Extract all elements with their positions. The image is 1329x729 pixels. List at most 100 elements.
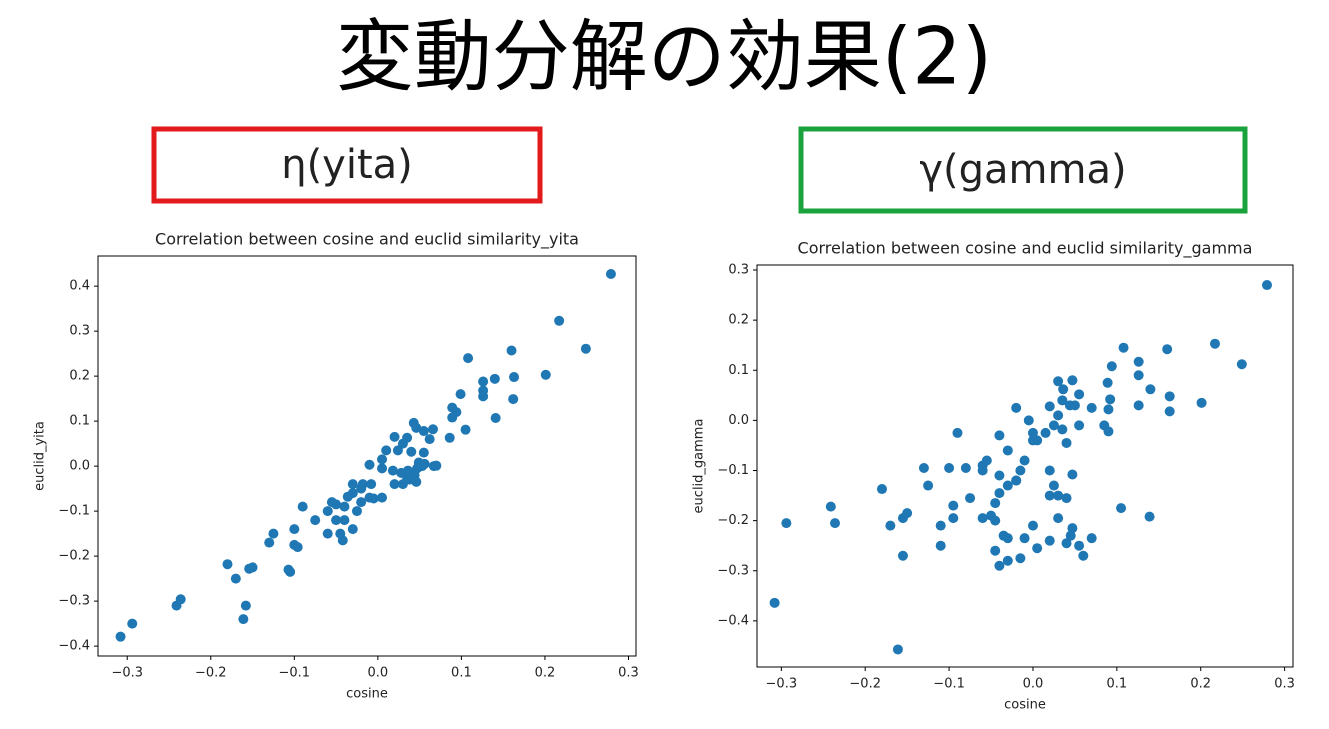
point xyxy=(1044,401,1055,412)
point xyxy=(238,614,249,625)
point xyxy=(994,430,1005,441)
point xyxy=(506,345,517,356)
point xyxy=(1002,555,1013,566)
chart-title: Correlation between cosine and euclid si… xyxy=(798,239,1253,259)
point xyxy=(1102,377,1113,388)
point xyxy=(1061,437,1072,448)
point xyxy=(554,315,565,326)
point xyxy=(994,560,1005,571)
point xyxy=(1236,359,1247,370)
point xyxy=(509,372,520,383)
point xyxy=(540,369,551,380)
plot-frame xyxy=(97,255,637,657)
point xyxy=(489,373,500,384)
point xyxy=(1048,420,1059,431)
point xyxy=(1067,523,1078,534)
point xyxy=(1053,410,1064,421)
x-tick-label: −0.3 xyxy=(766,677,798,692)
y-tick-label: 0.2 xyxy=(69,369,90,384)
point xyxy=(897,550,908,561)
point xyxy=(897,513,908,524)
point xyxy=(885,520,896,531)
point xyxy=(1061,538,1072,549)
point xyxy=(952,427,963,438)
point xyxy=(977,513,988,524)
point xyxy=(1144,511,1155,522)
x-tick-label: −0.1 xyxy=(279,666,311,681)
point xyxy=(171,600,182,611)
x-tick-label: −0.1 xyxy=(933,677,965,692)
point xyxy=(1048,480,1059,491)
point xyxy=(424,434,435,445)
point xyxy=(1023,415,1034,426)
point xyxy=(289,524,300,535)
point xyxy=(781,518,792,529)
point xyxy=(994,488,1005,499)
point xyxy=(357,479,368,490)
point xyxy=(769,597,780,608)
point xyxy=(389,479,400,490)
point xyxy=(935,520,946,531)
x-tick-label: −0.2 xyxy=(195,666,227,681)
label-box xyxy=(151,126,543,204)
point xyxy=(1164,391,1175,402)
point xyxy=(892,644,903,655)
point xyxy=(994,470,1005,481)
point xyxy=(981,455,992,466)
chart-title: Correlation between cosine and euclid si… xyxy=(155,230,579,250)
x-axis-label: cosine xyxy=(1004,698,1046,713)
point xyxy=(1019,455,1030,466)
point xyxy=(310,515,321,526)
point xyxy=(377,463,388,474)
point xyxy=(381,445,392,456)
point xyxy=(326,497,337,508)
point xyxy=(115,631,126,642)
point xyxy=(342,491,353,502)
x-axis-label: cosine xyxy=(346,687,388,702)
point xyxy=(387,465,398,476)
point xyxy=(1011,402,1022,413)
x-tick-label: 0.3 xyxy=(618,666,639,681)
point xyxy=(1078,550,1089,561)
point xyxy=(1044,465,1055,476)
y-tick-label: −0.1 xyxy=(58,504,90,519)
point xyxy=(377,492,388,503)
point xyxy=(322,528,333,539)
point xyxy=(339,515,350,526)
point xyxy=(1106,361,1117,372)
point xyxy=(447,412,458,423)
y-tick-label: −0.4 xyxy=(717,613,749,628)
point xyxy=(417,461,428,472)
point xyxy=(402,472,413,483)
point xyxy=(366,479,377,490)
point xyxy=(1162,344,1173,355)
point xyxy=(339,501,350,512)
point xyxy=(1164,406,1175,417)
point xyxy=(1116,503,1127,514)
point xyxy=(605,268,616,279)
point xyxy=(444,432,455,443)
point xyxy=(411,476,422,487)
point xyxy=(392,445,403,456)
point xyxy=(297,501,308,512)
point xyxy=(347,524,358,535)
point xyxy=(1058,384,1069,395)
y-tick-label: −0.3 xyxy=(717,563,749,578)
point xyxy=(1067,375,1078,386)
point xyxy=(490,412,501,423)
y-tick-label: 0.0 xyxy=(728,413,749,428)
point xyxy=(948,513,959,524)
point xyxy=(1133,370,1144,381)
y-tick-label: 0.0 xyxy=(69,459,90,474)
point xyxy=(1086,402,1097,413)
point xyxy=(830,518,841,529)
point xyxy=(1015,465,1026,476)
point xyxy=(264,537,275,548)
x-tick-label: 0.2 xyxy=(535,666,556,681)
x-tick-label: 0.0 xyxy=(1023,677,1044,692)
point xyxy=(1019,533,1030,544)
point xyxy=(356,497,367,508)
point xyxy=(508,394,519,405)
